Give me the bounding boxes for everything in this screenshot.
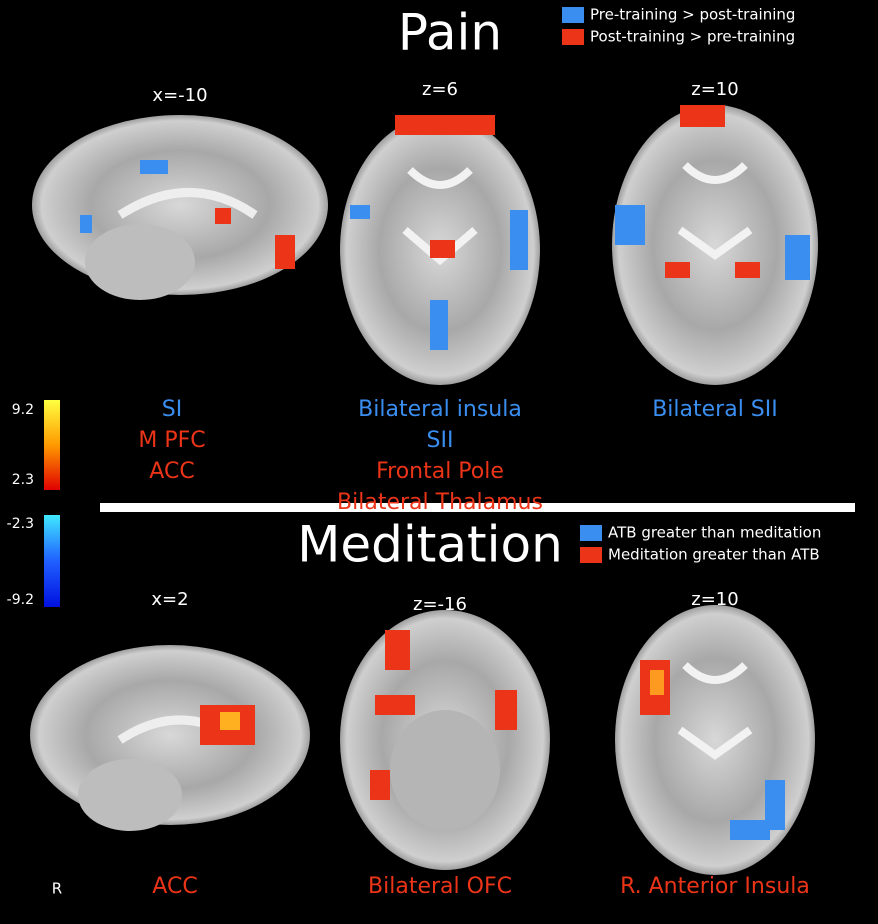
slice-label: z=10 — [691, 589, 738, 610]
legend-swatch — [580, 525, 602, 541]
slice-label: x=2 — [151, 589, 188, 610]
legend-label: Pre-training > post-training — [590, 6, 795, 24]
region-label: M PFC — [138, 428, 205, 453]
page: Pain Pre-training > post-training Post-tra… — [0, 0, 878, 924]
region-label: Frontal Pole — [376, 459, 504, 484]
figure: Pain Pre-training > post-training Post-tra… — [0, 0, 878, 924]
legend-label: Meditation greater than ATB — [608, 546, 820, 564]
region-label: SII — [427, 428, 454, 453]
colorbar-label: 2.3 — [12, 472, 34, 488]
slice-label: z=6 — [422, 79, 458, 100]
legend-swatch — [562, 29, 584, 45]
region-label: ACC — [152, 874, 197, 899]
colorbar-positive — [44, 400, 60, 490]
legend-swatch — [562, 7, 584, 23]
colorbar-label: 9.2 — [12, 402, 34, 418]
brain-axial — [612, 105, 818, 385]
region-label: Bilateral insula — [358, 397, 522, 422]
region-label: Bilateral Thalamus — [337, 490, 543, 515]
legend-swatch — [580, 547, 602, 563]
region-label: SI — [162, 397, 182, 422]
brain-axial — [615, 605, 815, 875]
region-label: ACC — [149, 459, 194, 484]
brain-axial — [340, 115, 540, 385]
region-label: Bilateral SII — [652, 397, 778, 422]
orientation-label: R — [52, 880, 62, 898]
panel-title: Pain — [398, 4, 502, 62]
colorbar-label: -9.2 — [7, 592, 34, 608]
slice-label: z=-16 — [413, 594, 467, 615]
legend-label: Post-training > pre-training — [590, 28, 795, 46]
region-label: Bilateral OFC — [368, 874, 512, 899]
colorbar-negative — [44, 515, 60, 607]
legend-label: ATB greater than meditation — [608, 524, 821, 542]
panel-title: Meditation — [297, 516, 563, 574]
colorbar-label: -2.3 — [7, 516, 34, 532]
slice-label: x=-10 — [152, 85, 207, 106]
slice-label: z=10 — [691, 79, 738, 100]
brain-axial — [340, 610, 550, 870]
region-label: R. Anterior Insula — [620, 874, 810, 899]
